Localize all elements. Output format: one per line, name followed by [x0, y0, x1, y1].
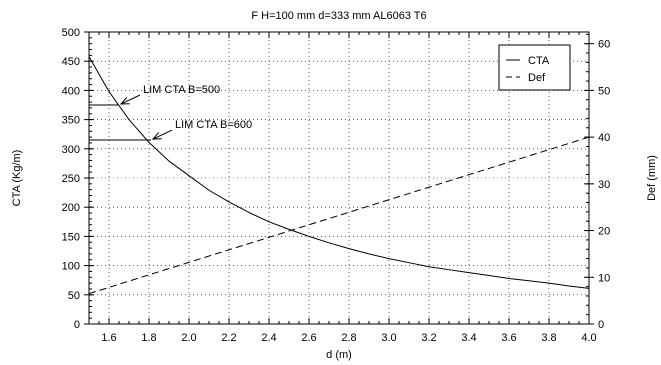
tick-labels: 1.6 1.8 2.0 2.2 2.4 2.6 2.8 3.0 3.2 3.4 3.6 3.8 4.00… [62, 27, 611, 344]
legend-box [498, 44, 571, 91]
x-tick-label: 3.6 [501, 332, 516, 344]
x-tick-label: 1.6 [101, 332, 116, 344]
x-tick-label: 2.4 [261, 332, 276, 344]
y-left-tick-label: 450 [62, 56, 80, 68]
annotation-arrow-line [120, 94, 141, 105]
x-tick-label: 3.2 [421, 332, 436, 344]
x-tick-label: 3.0 [381, 332, 396, 344]
y-right-tick-label: 0 [598, 319, 604, 331]
y-right-tick-label: 40 [598, 132, 610, 144]
annotation-arrowhead [151, 132, 162, 140]
y-left-tick-label: 250 [62, 173, 80, 185]
x-tick-label: 3.8 [541, 332, 556, 344]
y-left-tick-label: 300 [62, 144, 80, 156]
y-left-tick-label: 50 [68, 290, 80, 302]
series-layer [88, 56, 590, 295]
y-left-tick-label: 500 [62, 27, 80, 39]
y-left-tick-label: 0 [74, 319, 80, 331]
y-left-tick-label: 400 [62, 85, 80, 97]
y-axis-left-label: CTA (Kg/m) [11, 150, 23, 207]
y-right-tick-label: 60 [598, 39, 610, 51]
x-tick-label: 1.8 [141, 332, 156, 344]
series-line-def [88, 136, 590, 295]
x-axis-label: d (m) [326, 349, 352, 361]
y-right-tick-label: 30 [598, 179, 610, 191]
annotation-label: LIM CTA B=500 [143, 84, 220, 96]
annotation-label: LIM CTA B=600 [175, 119, 252, 131]
legend: CTA Def [498, 44, 571, 91]
y-axis-right-label: Def (mm) [646, 155, 658, 201]
y-left-tick-label: 100 [62, 261, 80, 273]
x-tick-label: 2.0 [181, 332, 196, 344]
y-right-tick-label: 10 [598, 272, 610, 284]
y-left-tick-label: 150 [62, 231, 80, 243]
x-tick-label: 2.8 [341, 332, 356, 344]
chart-title: F H=100 mm d=333 mm AL6063 T6 [251, 10, 426, 22]
y-left-tick-label: 350 [62, 115, 80, 127]
x-tick-label: 2.2 [221, 332, 236, 344]
y-right-tick-label: 50 [598, 85, 610, 97]
y-right-tick-label: 20 [598, 226, 610, 238]
x-tick-label: 2.6 [301, 332, 316, 344]
x-tick-label: 4.0 [581, 332, 596, 344]
y-left-tick-label: 200 [62, 202, 80, 214]
annotation-arrow-line [152, 129, 173, 140]
series-line-cta [88, 56, 590, 289]
x-tick-label: 3.4 [461, 332, 476, 344]
legend-label-def: Def [528, 72, 546, 84]
annotations: LIM CTA B=500 LIM CTA B=600 [89, 84, 252, 141]
annotation-arrowhead [119, 97, 130, 105]
legend-label-cta: CTA [528, 55, 550, 67]
axis-ticks [84, 31, 594, 325]
